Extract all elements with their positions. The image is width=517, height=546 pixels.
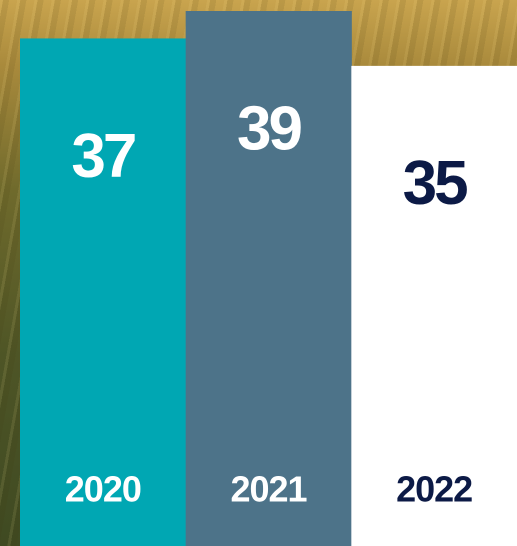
value-label: 39 — [237, 94, 301, 163]
category-label: 2020 — [65, 469, 141, 510]
value-label: 35 — [403, 149, 467, 218]
category-label: 2022 — [396, 469, 472, 510]
chart: 37 2020 39 2021 35 2022 — [0, 0, 517, 546]
value-label: 37 — [71, 122, 134, 191]
chart-container: 37 2020 39 2021 35 2022 — [0, 0, 517, 546]
category-label: 2021 — [230, 469, 307, 510]
bar — [186, 11, 352, 546]
